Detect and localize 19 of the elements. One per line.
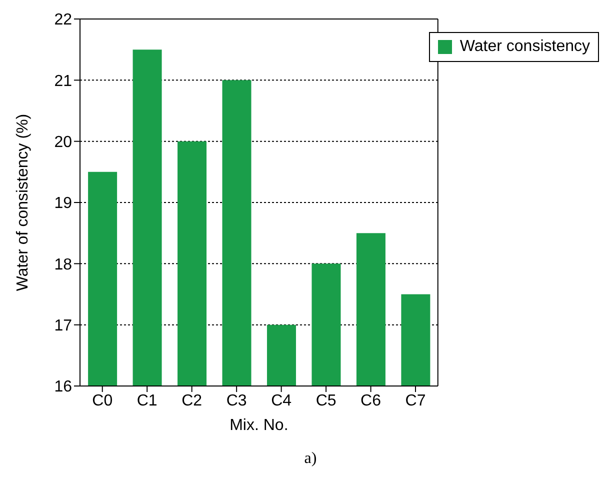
y-axis-title: Water of consistency (%) xyxy=(14,114,32,292)
text: a) xyxy=(303,450,318,468)
y-tick-label: 17 xyxy=(54,318,72,335)
x-tick-label: C6 xyxy=(360,392,382,410)
x-axis-title: Mix. No. xyxy=(230,417,288,434)
x-tick-label: C5 xyxy=(316,392,336,410)
legend-label: Water consistency xyxy=(460,38,590,56)
y-tick-label: 19 xyxy=(54,195,72,212)
y-tick-label: 22 xyxy=(54,12,72,29)
x-tick-label: C7 xyxy=(405,392,426,410)
y-tick-label: 16 xyxy=(54,378,72,396)
x-tick-label: C3 xyxy=(226,392,247,410)
x-tick-label: C4 xyxy=(271,392,292,410)
x-tick-label: C2 xyxy=(182,392,202,410)
x-tick-label: C1 xyxy=(136,392,158,410)
x-tick-label: C0 xyxy=(92,392,113,410)
y-tick-label: 18 xyxy=(54,256,72,274)
y-tick-label: 20 xyxy=(54,134,72,152)
y-tick-label: 21 xyxy=(54,72,72,90)
